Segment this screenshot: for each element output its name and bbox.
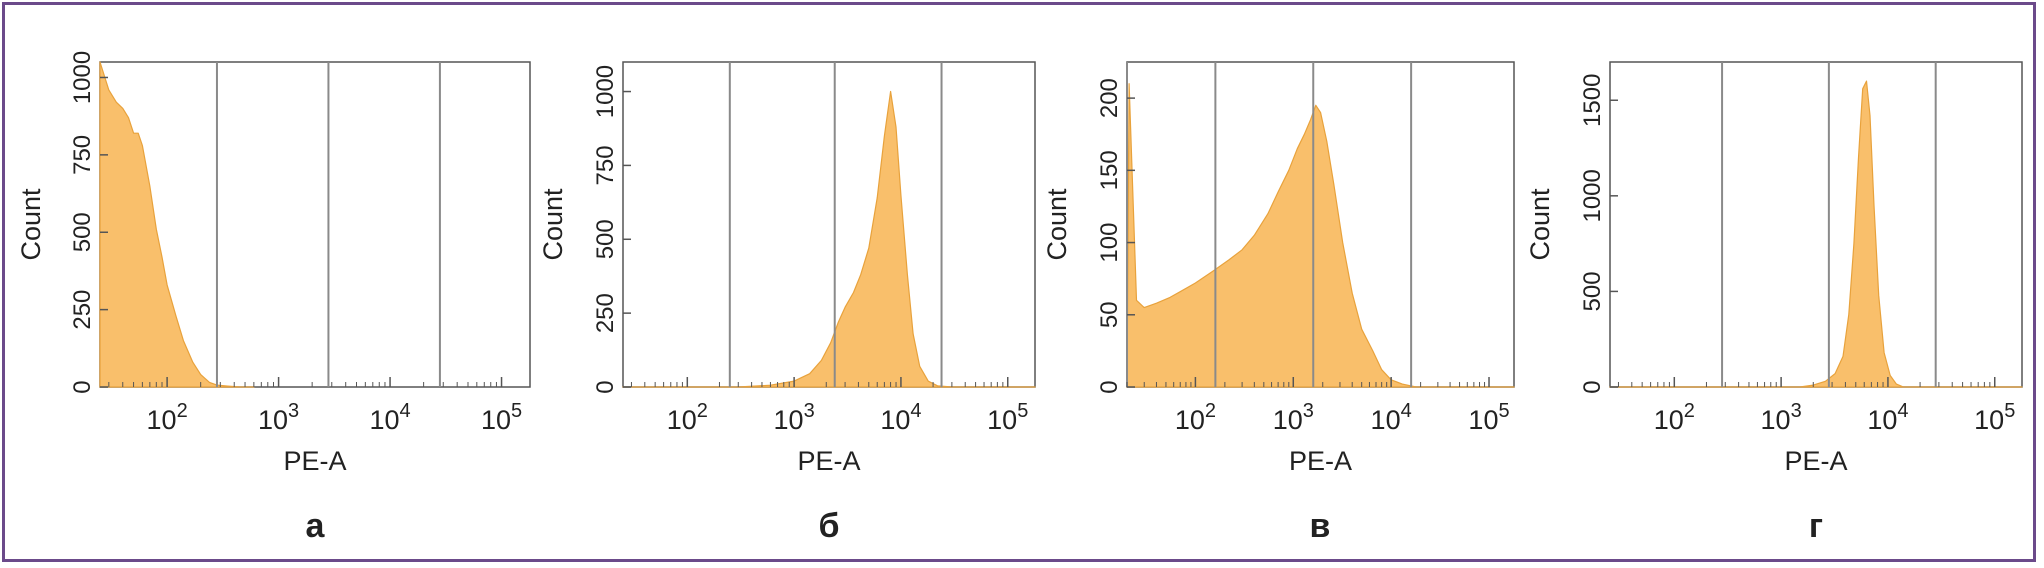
x-tick-label: 102 — [147, 400, 188, 435]
y-tick-label: 250 — [592, 293, 619, 333]
x-tick-label: 102 — [1654, 400, 1695, 435]
histogram-area — [1126, 83, 1515, 388]
x-tick-label: 103 — [1273, 400, 1314, 435]
y-tick-label: 1500 — [1579, 74, 1606, 127]
y-tick-label: 50 — [1096, 301, 1123, 328]
panel-label: б — [818, 507, 839, 545]
panel-label: в — [1310, 507, 1331, 545]
y-tick-label: 200 — [1096, 78, 1123, 118]
plot-area — [1609, 61, 2023, 388]
x-tick-label: 103 — [258, 400, 299, 435]
histogram-panel-4: 102 103 104 105 0 500 1000 1500 Count PE-A г — [1525, 61, 2023, 545]
x-tick-label: 105 — [1974, 400, 2015, 435]
y-axis-title: Count — [1042, 188, 1072, 261]
y-axis-title: Count — [538, 188, 568, 261]
x-tick-label: 105 — [1468, 400, 1509, 435]
x-tick-label: 105 — [987, 400, 1028, 435]
y-tick-label: 0 — [69, 380, 96, 393]
x-axis-title: PE-A — [283, 446, 346, 476]
y-tick-label: 1000 — [592, 65, 619, 118]
y-axis-title: Count — [16, 188, 46, 261]
y-tick-label: 1000 — [69, 51, 96, 104]
x-tick-label: 102 — [667, 400, 708, 435]
y-tick-label: 500 — [592, 219, 619, 259]
x-tick-label: 104 — [1867, 400, 1908, 435]
x-tick-label: 103 — [1761, 400, 1802, 435]
y-tick-label: 0 — [1096, 380, 1123, 393]
y-tick-label: 0 — [1579, 380, 1606, 393]
y-tick-label: 250 — [69, 290, 96, 330]
y-tick-label: 750 — [69, 135, 96, 175]
histogram-panel-3: 102 103 104 105 0 50 100 150 200 Count PE-A в — [1042, 61, 1515, 545]
panel-label: г — [1809, 507, 1823, 545]
histogram-area — [622, 90, 1036, 388]
x-axis-title: PE-A — [1784, 446, 1847, 476]
y-axis-title: Count — [1525, 188, 1555, 261]
x-tick-label: 104 — [369, 400, 410, 435]
y-tick-label: 750 — [592, 145, 619, 185]
x-axis-title: PE-A — [797, 446, 860, 476]
x-axis-title: PE-A — [1289, 446, 1352, 476]
x-tick-label: 104 — [880, 400, 921, 435]
plot-area — [622, 61, 1036, 388]
x-tick-label: 105 — [481, 400, 522, 435]
y-tick-label: 150 — [1096, 150, 1123, 190]
histogram-area — [1609, 80, 2023, 388]
histogram-panel-1: 102 103 104 105 0 250 500 750 1000 Count PE-A а — [16, 51, 531, 545]
y-tick-label: 500 — [1579, 271, 1606, 311]
panel-label: а — [306, 507, 326, 545]
x-tick-label: 103 — [774, 400, 815, 435]
x-tick-label: 102 — [1175, 400, 1216, 435]
histogram-panel-2: 102 103 104 105 0 250 500 750 1000 Count PE-A б — [538, 61, 1036, 545]
x-tick-label: 104 — [1371, 400, 1412, 435]
y-tick-label: 1000 — [1579, 169, 1606, 222]
y-tick-label: 500 — [69, 212, 96, 252]
y-tick-label: 0 — [592, 380, 619, 393]
y-tick-label: 100 — [1096, 223, 1123, 263]
